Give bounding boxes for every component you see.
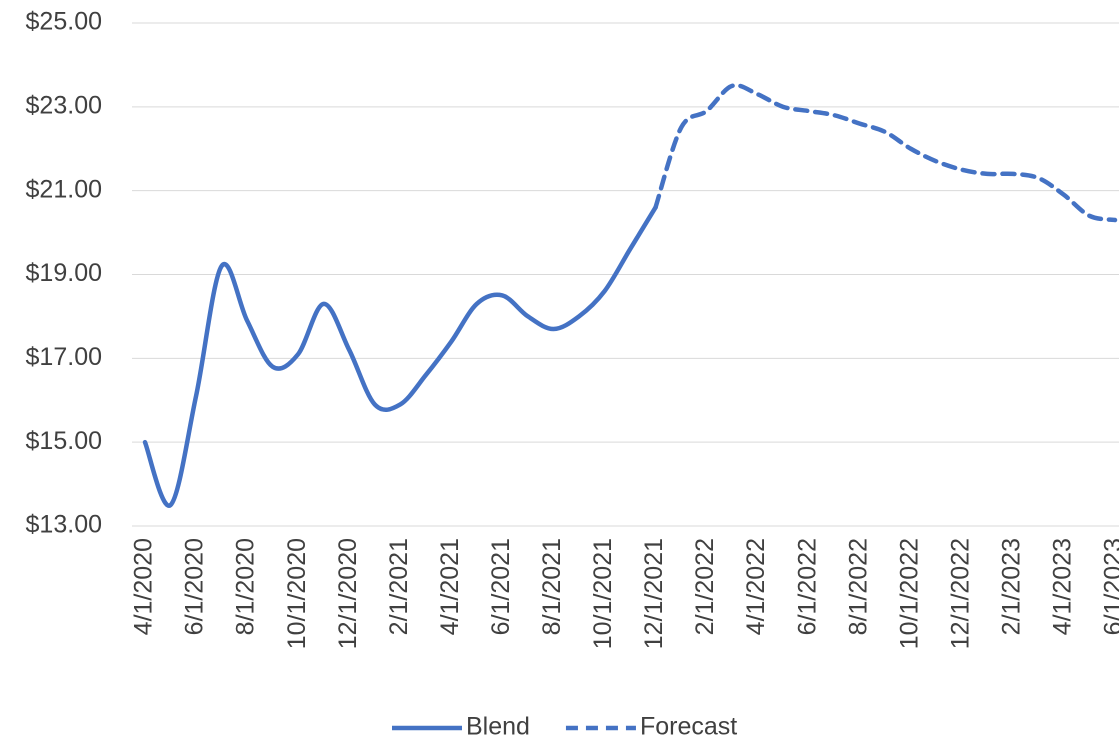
x-tick-label: 2/1/2023 <box>998 538 1026 635</box>
y-tick-label: $15.00 <box>26 427 102 455</box>
x-tick-label: 4/1/2021 <box>436 538 464 635</box>
x-tick-label: 10/1/2022 <box>895 538 923 649</box>
y-tick-label: $17.00 <box>26 343 102 371</box>
y-tick-label: $13.00 <box>26 511 102 539</box>
y-tick-label: $23.00 <box>26 91 102 119</box>
y-tick-label: $21.00 <box>26 175 102 203</box>
x-tick-label: 10/1/2020 <box>283 538 311 649</box>
x-tick-label: 2/1/2021 <box>385 538 413 635</box>
series-line <box>653 83 1118 223</box>
x-tick-label: 4/1/2023 <box>1049 538 1077 635</box>
x-tick-label: 4/1/2020 <box>130 538 158 635</box>
x-tick-label: 8/1/2021 <box>538 538 566 635</box>
x-tick-label: 12/1/2020 <box>334 538 362 649</box>
y-tick-label: $19.00 <box>26 259 102 287</box>
x-tick-label: 6/1/2021 <box>487 538 515 635</box>
legend-label: Forecast <box>640 713 737 741</box>
x-tick-label: 12/1/2021 <box>640 538 668 649</box>
x-tick-label: 12/1/2022 <box>946 538 974 649</box>
y-tick-label: $25.00 <box>26 8 102 36</box>
x-tick-label: 8/1/2020 <box>232 538 260 635</box>
legend-label: Blend <box>466 713 530 741</box>
x-tick-label: 8/1/2022 <box>844 538 872 635</box>
x-tick-label: 6/1/2023 <box>1100 538 1119 635</box>
series-line <box>142 205 658 508</box>
x-tick-label: 6/1/2020 <box>181 538 209 635</box>
x-tick-label: 6/1/2022 <box>793 538 821 635</box>
x-tick-label: 2/1/2022 <box>691 538 719 635</box>
x-tick-label: 10/1/2021 <box>589 538 617 649</box>
x-tick-label: 4/1/2022 <box>742 538 770 635</box>
